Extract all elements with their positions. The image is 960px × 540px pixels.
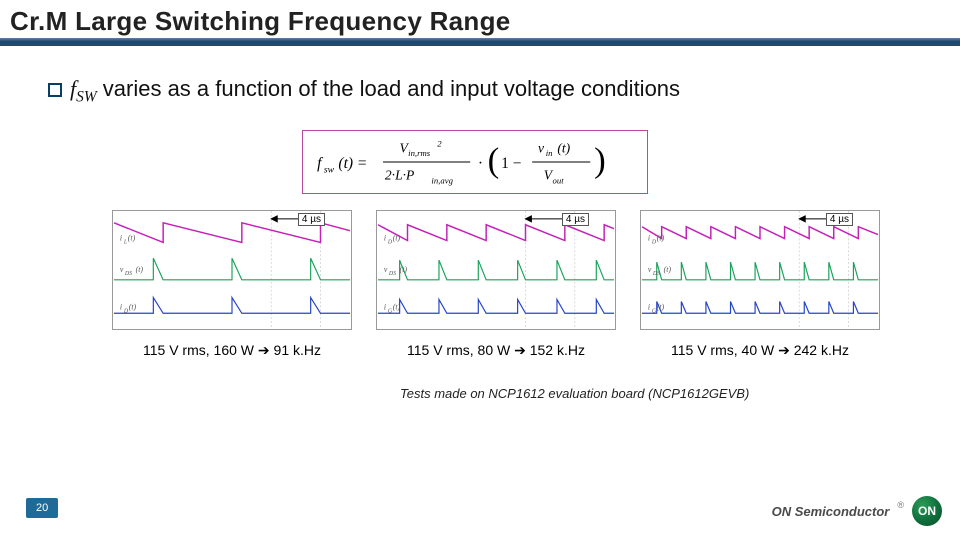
svg-text:(t): (t): [657, 234, 665, 243]
equation-svg: fsw (t) = Vin,rms2 2·L·Pin,avg · ( 1 − v…: [303, 131, 647, 193]
svg-text:(t): (t): [393, 302, 401, 311]
svg-text:(t): (t): [393, 234, 401, 243]
svg-text:2: 2: [437, 139, 442, 149]
svg-text:v: v: [538, 140, 545, 155]
svg-text:DS: DS: [124, 271, 132, 277]
bullet-line: fSW varies as a function of the load and…: [48, 76, 680, 106]
captions-row: 115 V rms, 160 W ➔ 91 k.Hz 115 V rms, 80…: [112, 342, 880, 359]
brand-text: ON Semiconductor: [772, 504, 890, 519]
svg-text:in,rms: in,rms: [408, 148, 431, 158]
svg-text:1 −: 1 −: [501, 155, 521, 172]
svg-text:v: v: [648, 265, 652, 274]
svg-text:·: ·: [478, 155, 483, 172]
svg-text:(t): (t): [657, 302, 665, 311]
svg-text:v: v: [120, 265, 124, 274]
svg-text:v: v: [384, 265, 388, 274]
arrow-icon: ➔: [514, 342, 526, 358]
slide-title: Cr.M Large Switching Frequency Range: [10, 6, 511, 37]
svg-text:in,avg: in,avg: [431, 175, 453, 185]
svg-text:sw: sw: [324, 165, 335, 176]
svg-text:i: i: [120, 302, 122, 311]
svg-text:(t): (t): [557, 140, 570, 156]
charts-row: 4 µs iL(t) vDS(t) iD(t) 4 µs: [112, 210, 880, 330]
svg-text:i: i: [648, 234, 650, 243]
svg-text:in: in: [546, 148, 553, 158]
svg-text:): ): [594, 141, 606, 180]
svg-text:DS: DS: [388, 271, 396, 277]
svg-text:(: (: [488, 141, 500, 180]
svg-text:i: i: [120, 234, 122, 243]
svg-text:i: i: [384, 302, 386, 311]
time-label-1: 4 µs: [298, 213, 325, 226]
title-underline: [0, 38, 960, 42]
registered-icon: ®: [897, 500, 904, 510]
equation-box: fsw (t) = Vin,rms2 2·L·Pin,avg · ( 1 − v…: [302, 130, 648, 194]
svg-text:2·L·P: 2·L·P: [385, 167, 414, 182]
page-number: 20: [26, 498, 58, 518]
fsw-symbol: fSW: [70, 76, 97, 101]
time-label-3: 4 µs: [826, 213, 853, 226]
svg-text:i: i: [648, 302, 650, 311]
svg-text:L: L: [123, 239, 127, 245]
arrow-icon: ➔: [778, 342, 790, 358]
scope-chart-1: 4 µs iL(t) vDS(t) iD(t): [112, 210, 352, 330]
scope-chart-2: 4 µs iD(t) vDS(t) iG(t): [376, 210, 616, 330]
slide: Cr.M Large Switching Frequency Range fSW…: [0, 0, 960, 540]
test-note: Tests made on NCP1612 evaluation board (…: [400, 386, 749, 401]
footer-logo: ON Semiconductor ® ON: [772, 496, 942, 526]
svg-text:(t) =: (t) =: [338, 155, 367, 172]
caption-3: 115 V rms, 40 W ➔ 242 k.Hz: [640, 342, 880, 359]
caption-1: 115 V rms, 160 W ➔ 91 k.Hz: [112, 342, 352, 359]
scope-chart-3: 4 µs iD(t) vDS(t) iG(t): [640, 210, 880, 330]
svg-text:(t): (t): [664, 265, 672, 274]
on-disc-icon: ON: [912, 496, 942, 526]
svg-text:(t): (t): [136, 265, 144, 274]
svg-text:DS: DS: [652, 271, 660, 277]
bullet-text: varies as a function of the load and inp…: [97, 76, 680, 101]
bullet-square-icon: [48, 83, 62, 97]
svg-text:(t): (t): [400, 265, 408, 274]
caption-2: 115 V rms, 80 W ➔ 152 k.Hz: [376, 342, 616, 359]
svg-text:i: i: [384, 234, 386, 243]
svg-text:(t): (t): [129, 302, 137, 311]
arrow-icon: ➔: [258, 342, 270, 358]
time-label-2: 4 µs: [562, 213, 589, 226]
svg-text:out: out: [553, 175, 565, 185]
svg-text:(t): (t): [128, 234, 136, 243]
